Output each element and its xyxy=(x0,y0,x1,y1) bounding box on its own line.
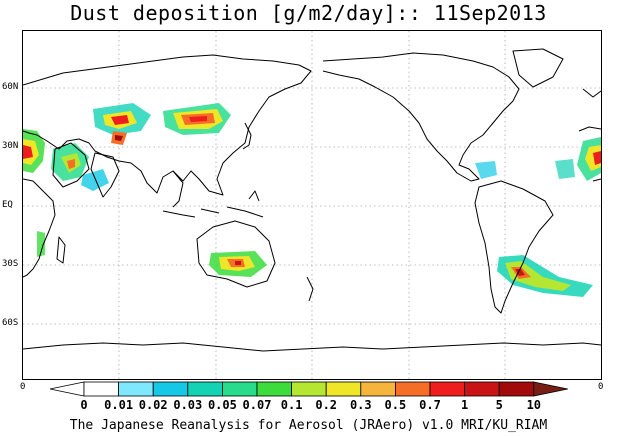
colorbar-label: 5 xyxy=(495,398,503,412)
map-plot xyxy=(23,31,601,379)
colorbar-swatch-2 xyxy=(152,381,189,397)
colorbar-label: 0.5 xyxy=(384,398,407,412)
colorbar-label: 0.1 xyxy=(280,398,303,412)
lat-label-eq: EQ xyxy=(2,200,13,210)
map-frame xyxy=(22,30,602,380)
edge-label-right: 0 xyxy=(598,382,604,392)
colorbar-label: 0.2 xyxy=(315,398,338,412)
colorbar-arrow-low xyxy=(49,381,85,397)
colorbar-label: 0.3 xyxy=(349,398,372,412)
colorbar-label: 0.01 xyxy=(104,398,134,412)
footer-credit: The Japanese Reanalysis for Aerosol (JRA… xyxy=(69,418,548,433)
colorbar-label: 0.7 xyxy=(419,398,441,412)
colorbar-swatch-6 xyxy=(291,381,327,397)
colorbar-swatch-4 xyxy=(221,381,258,397)
colorbar-label: 0.02 xyxy=(138,398,168,412)
colorbar-swatch-1 xyxy=(118,381,154,397)
colorbar-swatch-11 xyxy=(464,381,500,397)
map-title: Dust deposition [g/m2/day]:: 11Sep2013 xyxy=(70,1,547,25)
colorbar-label: 0.03 xyxy=(173,398,203,412)
edge-label-left: 0 xyxy=(20,382,26,392)
colorbar-label: 10 xyxy=(526,398,542,412)
colorbar-swatch-9 xyxy=(394,381,431,397)
colorbar-label: 1 xyxy=(460,398,469,412)
colorbar xyxy=(49,381,568,397)
lat-label-30s: 30S xyxy=(2,259,19,269)
colorbar-swatch-10 xyxy=(429,381,465,397)
colorbar-label: 0.07 xyxy=(242,398,272,412)
coastlines xyxy=(23,48,601,352)
lat-label-30n: 30N xyxy=(2,141,19,151)
colorbar-swatch-5 xyxy=(256,381,292,397)
lat-label-60s: 60S xyxy=(2,318,19,328)
colorbar-arrow-high xyxy=(533,381,568,397)
lat-label-60n: 60N xyxy=(2,82,19,92)
colorbar-swatch-12 xyxy=(498,381,535,397)
colorbar-swatch-3 xyxy=(187,381,223,397)
dust-deposition-field xyxy=(23,103,601,297)
colorbar-swatch-7 xyxy=(325,381,362,397)
colorbar-label: 0 xyxy=(80,398,88,412)
colorbar-swatch-8 xyxy=(360,381,396,397)
colorbar-label: 0.05 xyxy=(207,398,237,412)
colorbar-swatch-0 xyxy=(83,381,119,397)
